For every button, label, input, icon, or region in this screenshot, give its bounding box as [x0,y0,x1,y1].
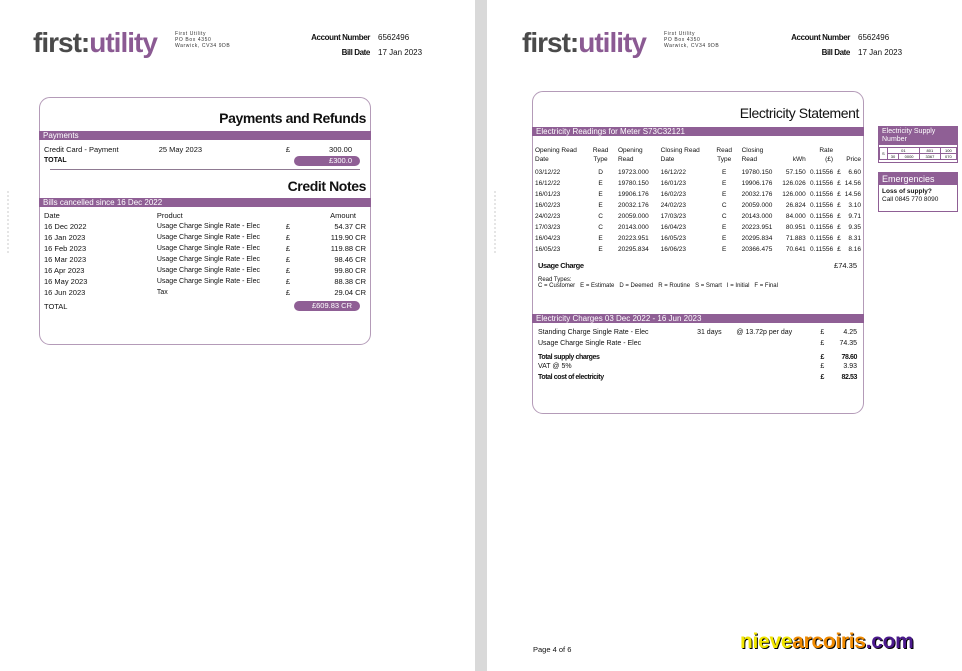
table-row: 16 Feb 2023 Usage Charge Single Rate - El… [44,244,366,253]
loss-of-supply: Loss of supply? [882,188,932,195]
readings-bar: Electricity Readings for Meter S73C32121 [532,127,864,136]
emergencies-title: Emergencies [879,173,957,185]
supply-number-panel: Electricity Supply Number S 01 801 100 30 00… [878,126,958,163]
bill-page-left: ‖‖‖‖‖‖‖‖‖‖‖‖‖‖‖‖ first:utility First Uti… [0,0,475,671]
side-print-code: ‖‖‖‖‖‖‖‖‖‖‖‖‖‖‖‖ [493,190,497,254]
table-row: 16/01/23 E 19906.176 16/02/23 E 20032.176 126.… [535,191,861,198]
supply-number-title: Electricity Supply Number [879,127,957,145]
emergency-phone: Call 0845 770 8090 [882,196,939,203]
charges-table: Standing Charge Single Rate - Elec 31 day… [533,327,863,383]
table-row: Credit Card - Payment 25 May 2023 £300.00 [44,145,352,154]
table-row: 16 May 2023 Usage Charge Single Rate - El… [44,277,366,286]
payments-title: Payments and Refunds [219,110,366,126]
payments-box: Payments and Refunds Payments Credit Car… [39,97,371,345]
table-row: 03/12/22 D 19723.000 16/12/22 E 19780.150 57.1… [535,169,861,176]
table-header: Opening Read Date Read Type Opening Read Cl… [535,147,861,163]
credit-bar: Bills cancelled since 16 Dec 2022 [39,198,371,207]
table-row: 16/05/23 E 20295.834 16/06/23 E 20366.475 70.6… [535,246,861,253]
divider [50,169,360,170]
charge-row: Total cost of electricity £82.53 [538,374,857,381]
usage-charge: Usage Charge £74.35 [538,261,857,270]
emergencies-panel: Emergencies Loss of supply? Call 0845 77… [878,172,958,212]
table-row: 16 Apr 2023 Usage Charge Single Rate - El… [44,266,366,275]
charge-row: VAT @ 5% £3.93 [538,363,857,370]
charge-row: Standing Charge Single Rate - Elec 31 day… [538,329,857,336]
company-address: First Utility PO Box 4350 Warwick, CV34 9D… [664,31,720,49]
statement-title: Electricity Statement [739,105,860,121]
charges-bar: Electricity Charges 03 Dec 2022 - 16 Jun… [532,314,864,323]
readings-table: Opening Read Date Read Type Opening Read Cl… [533,146,863,255]
watermark: nievearcoiris.com [740,630,914,653]
first-utility-logo: first:utility [33,27,158,58]
table-row: 16/02/23 E 20032.176 24/02/23 C 20059.000 26.8… [535,202,861,209]
first-utility-logo: first:utility [522,27,647,58]
payments-total: £300.0 [294,155,360,166]
table-row: 16/04/23 E 20223.951 16/05/23 E 20295.834 71.8… [535,235,861,242]
credit-table: Date Product Amount 16 Dec 2022 Usage Charg… [40,210,370,314]
credit-notes-title: Credit Notes [287,178,367,194]
credit-total: £609.83 CR [294,301,360,311]
supply-number-grid: S 01 801 100 30 0000 3367 070 [879,147,958,160]
account-info: Account Number 6562496 Bill Date 17 Jan 20… [791,33,903,57]
side-print-code: ‖‖‖‖‖‖‖‖‖‖‖‖‖‖‖‖ [6,190,10,254]
payments-table: Credit Card - Payment 25 May 2023 £300.00 … [40,144,370,166]
page-number: Page 4 of 6 [533,645,572,654]
payments-bar: Payments [39,131,371,140]
account-info: Account Number 6562496 Bill Date 17 Jan 20… [311,33,423,57]
table-row: 16/12/22 E 19780.150 16/01/23 E 19906.176 126.… [535,180,861,187]
table-row: 17/03/23 C 20143.000 16/04/23 E 20223.951 80.9… [535,224,861,231]
charge-row: Total supply charges £78.60 [538,354,857,361]
statement-box: Electricity Statement Electricity Readin… [532,91,864,414]
table-row: 16 Dec 2022 Usage Charge Single Rate - El… [44,222,366,231]
read-types-legend: Read Types: C = Customer E = Estimate D =… [538,277,778,289]
table-row: 16 Jan 2023 Usage Charge Single Rate - El… [44,233,366,242]
table-row: 24/02/23 C 20059.000 17/03/23 C 20143.000 84.0… [535,213,861,220]
table-row: 16 Mar 2023 Usage Charge Single Rate - El… [44,255,366,264]
company-address: First Utility PO Box 4350 Warwick, CV34 9D… [175,31,231,49]
table-row: 16 Jun 2023 Tax £29.04 CR [44,288,366,297]
charge-row: Usage Charge Single Rate - Elec £74.35 [538,340,857,347]
